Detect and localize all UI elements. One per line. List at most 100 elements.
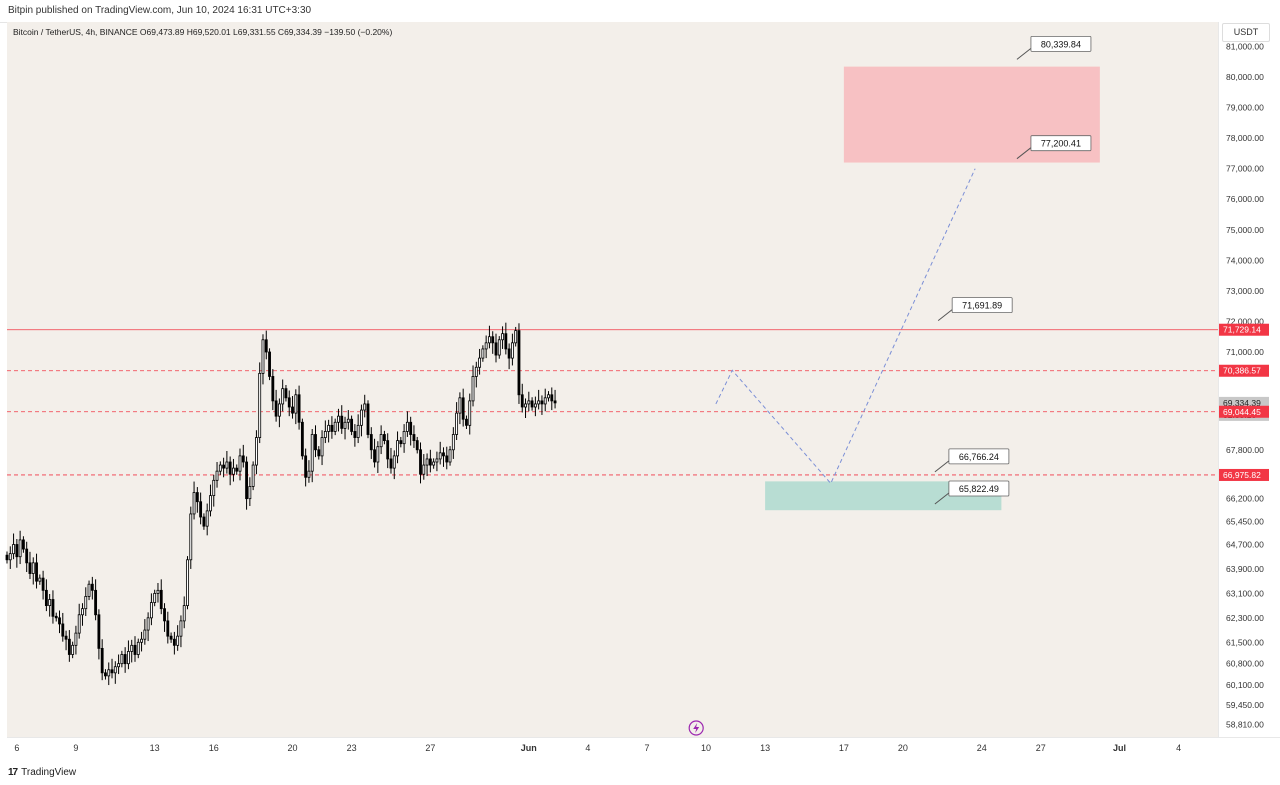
candle-body bbox=[376, 446, 380, 463]
candle-body bbox=[297, 394, 301, 423]
time-axis[interactable] bbox=[7, 737, 1280, 760]
candle-body bbox=[468, 400, 472, 426]
candle-body bbox=[169, 635, 173, 640]
candle-body bbox=[149, 602, 153, 619]
y-tick-label: 72,000.00 bbox=[1226, 316, 1264, 326]
candle-body bbox=[300, 421, 304, 457]
candle-body bbox=[346, 418, 350, 423]
candle-body bbox=[205, 510, 209, 527]
x-tick-label: 16 bbox=[209, 743, 219, 753]
x-tick-label: 13 bbox=[760, 743, 770, 753]
candle-body bbox=[159, 589, 163, 610]
price-label-box bbox=[948, 448, 1010, 465]
candle-body bbox=[136, 641, 140, 655]
candle-body bbox=[484, 342, 488, 350]
candle-body bbox=[110, 669, 114, 674]
brand-text: TradingView bbox=[21, 767, 77, 778]
candle-body bbox=[291, 406, 294, 414]
candle-body bbox=[77, 614, 81, 634]
candle-body bbox=[163, 608, 166, 622]
y-tick-label: 62,300.00 bbox=[1226, 613, 1264, 623]
candle-body bbox=[310, 434, 314, 472]
candle-body bbox=[28, 562, 32, 574]
y-tick-label: 63,900.00 bbox=[1226, 564, 1264, 574]
y-tick-label: 58,810.00 bbox=[1226, 719, 1264, 729]
candle-body bbox=[353, 431, 357, 438]
candle-body bbox=[465, 418, 468, 426]
candle-body bbox=[543, 397, 547, 405]
candle-body bbox=[386, 440, 390, 460]
lightning-bolt bbox=[693, 723, 700, 733]
y-tick-label: 81,000.00 bbox=[1226, 41, 1264, 51]
symbol-legend: Bitcoin / TetherUS, 4h, BINANCE O69,473.… bbox=[13, 27, 393, 37]
candle-body bbox=[396, 440, 399, 457]
candle-body bbox=[494, 342, 498, 356]
x-tick-label: Jul bbox=[1113, 743, 1126, 753]
candle-body bbox=[274, 400, 278, 417]
price-axis-tag-text: 70,386.57 bbox=[1223, 366, 1261, 376]
price-axis-tag bbox=[1219, 323, 1269, 336]
candle-body bbox=[35, 562, 38, 582]
candle-body bbox=[261, 339, 265, 374]
candle-body bbox=[425, 458, 429, 466]
y-tick-label: 77,000.00 bbox=[1226, 164, 1264, 174]
candle-body bbox=[409, 421, 413, 435]
candle-body bbox=[127, 651, 130, 665]
candle-body bbox=[451, 434, 455, 451]
tradingview-logo[interactable]: 17 TradingView bbox=[8, 767, 76, 778]
candle-body bbox=[255, 437, 258, 466]
x-tick-label: 7 bbox=[644, 743, 649, 753]
candle-body bbox=[402, 431, 406, 445]
price-label-box bbox=[951, 297, 1013, 314]
candle-body bbox=[232, 467, 235, 475]
candle-body bbox=[44, 589, 48, 607]
price-label-box bbox=[1030, 35, 1092, 52]
y-tick-label: 60,100.00 bbox=[1226, 680, 1264, 690]
x-tick-label: 23 bbox=[347, 743, 357, 753]
candle-body bbox=[54, 615, 58, 619]
y-tick-label: 71,000.00 bbox=[1226, 347, 1264, 357]
candle-body bbox=[415, 440, 419, 451]
x-tick-label: 9 bbox=[73, 743, 78, 753]
candle-body bbox=[94, 589, 98, 616]
x-tick-label: 20 bbox=[288, 743, 298, 753]
candle-body bbox=[533, 403, 537, 408]
candle-body bbox=[8, 553, 12, 561]
candle-body bbox=[238, 455, 242, 472]
candle-body bbox=[356, 424, 360, 438]
candle-body bbox=[333, 421, 337, 432]
y-tick-label: 59,450.00 bbox=[1226, 700, 1264, 710]
candle-body bbox=[84, 596, 88, 610]
candle-body bbox=[21, 539, 25, 550]
x-tick-label: 27 bbox=[1036, 743, 1046, 753]
price-axis[interactable] bbox=[1218, 22, 1280, 737]
candle-body bbox=[360, 409, 363, 426]
tv-logo-icon: 17 bbox=[8, 767, 18, 778]
candle-body bbox=[245, 461, 248, 500]
candle-body bbox=[71, 644, 75, 655]
candle-body bbox=[5, 554, 9, 561]
candle-body bbox=[461, 397, 465, 420]
candle-body bbox=[307, 470, 311, 478]
y-tick-label: 74,000.00 bbox=[1226, 255, 1264, 265]
candle-body bbox=[481, 348, 485, 359]
x-tick-label: 4 bbox=[1176, 743, 1181, 753]
candle-body bbox=[432, 461, 436, 466]
projection-path bbox=[715, 168, 976, 485]
candle-body bbox=[61, 623, 65, 637]
candle-body bbox=[100, 647, 104, 674]
candle-body bbox=[323, 431, 327, 438]
candle-body bbox=[382, 434, 386, 442]
candle-body bbox=[507, 348, 511, 359]
y-tick-label: 65,450.00 bbox=[1226, 517, 1264, 527]
candle-body bbox=[412, 434, 416, 442]
candle-body bbox=[343, 421, 347, 429]
candle-body bbox=[455, 412, 459, 435]
y-tick-label: 61,500.00 bbox=[1226, 637, 1264, 647]
candle-body bbox=[268, 351, 271, 377]
x-tick-label: 20 bbox=[898, 743, 908, 753]
candle-body bbox=[281, 388, 285, 405]
currency-badge[interactable]: USDT bbox=[1222, 23, 1270, 42]
candle-body bbox=[474, 366, 478, 377]
candle-body bbox=[186, 559, 189, 607]
